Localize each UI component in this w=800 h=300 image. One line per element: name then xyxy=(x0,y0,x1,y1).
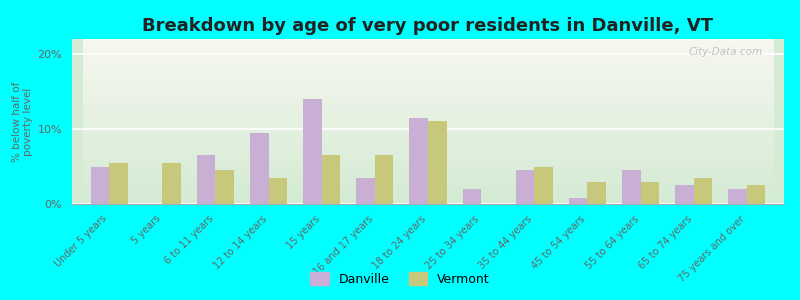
Bar xyxy=(109,163,128,204)
Bar xyxy=(516,170,534,204)
Y-axis label: % below half of
poverty level: % below half of poverty level xyxy=(12,81,34,162)
Bar xyxy=(162,163,181,204)
Bar xyxy=(569,198,587,204)
Bar xyxy=(641,182,659,204)
Bar xyxy=(587,182,606,204)
Bar xyxy=(303,99,322,204)
Bar xyxy=(428,122,446,204)
Bar xyxy=(694,178,712,204)
Bar xyxy=(356,178,375,204)
Bar xyxy=(375,155,394,204)
Bar xyxy=(250,133,269,204)
Title: Breakdown by age of very poor residents in Danville, VT: Breakdown by age of very poor residents … xyxy=(142,17,714,35)
Bar xyxy=(197,155,215,204)
Bar xyxy=(269,178,287,204)
Bar xyxy=(534,167,553,204)
Bar xyxy=(322,155,340,204)
Bar xyxy=(728,189,747,204)
Text: City-Data.com: City-Data.com xyxy=(689,47,762,57)
Bar xyxy=(462,189,481,204)
Bar xyxy=(622,170,641,204)
Bar xyxy=(215,170,234,204)
Bar xyxy=(90,167,109,204)
Bar xyxy=(675,185,694,204)
Bar xyxy=(410,118,428,204)
Legend: Danville, Vermont: Danville, Vermont xyxy=(305,267,495,291)
Bar xyxy=(747,185,766,204)
